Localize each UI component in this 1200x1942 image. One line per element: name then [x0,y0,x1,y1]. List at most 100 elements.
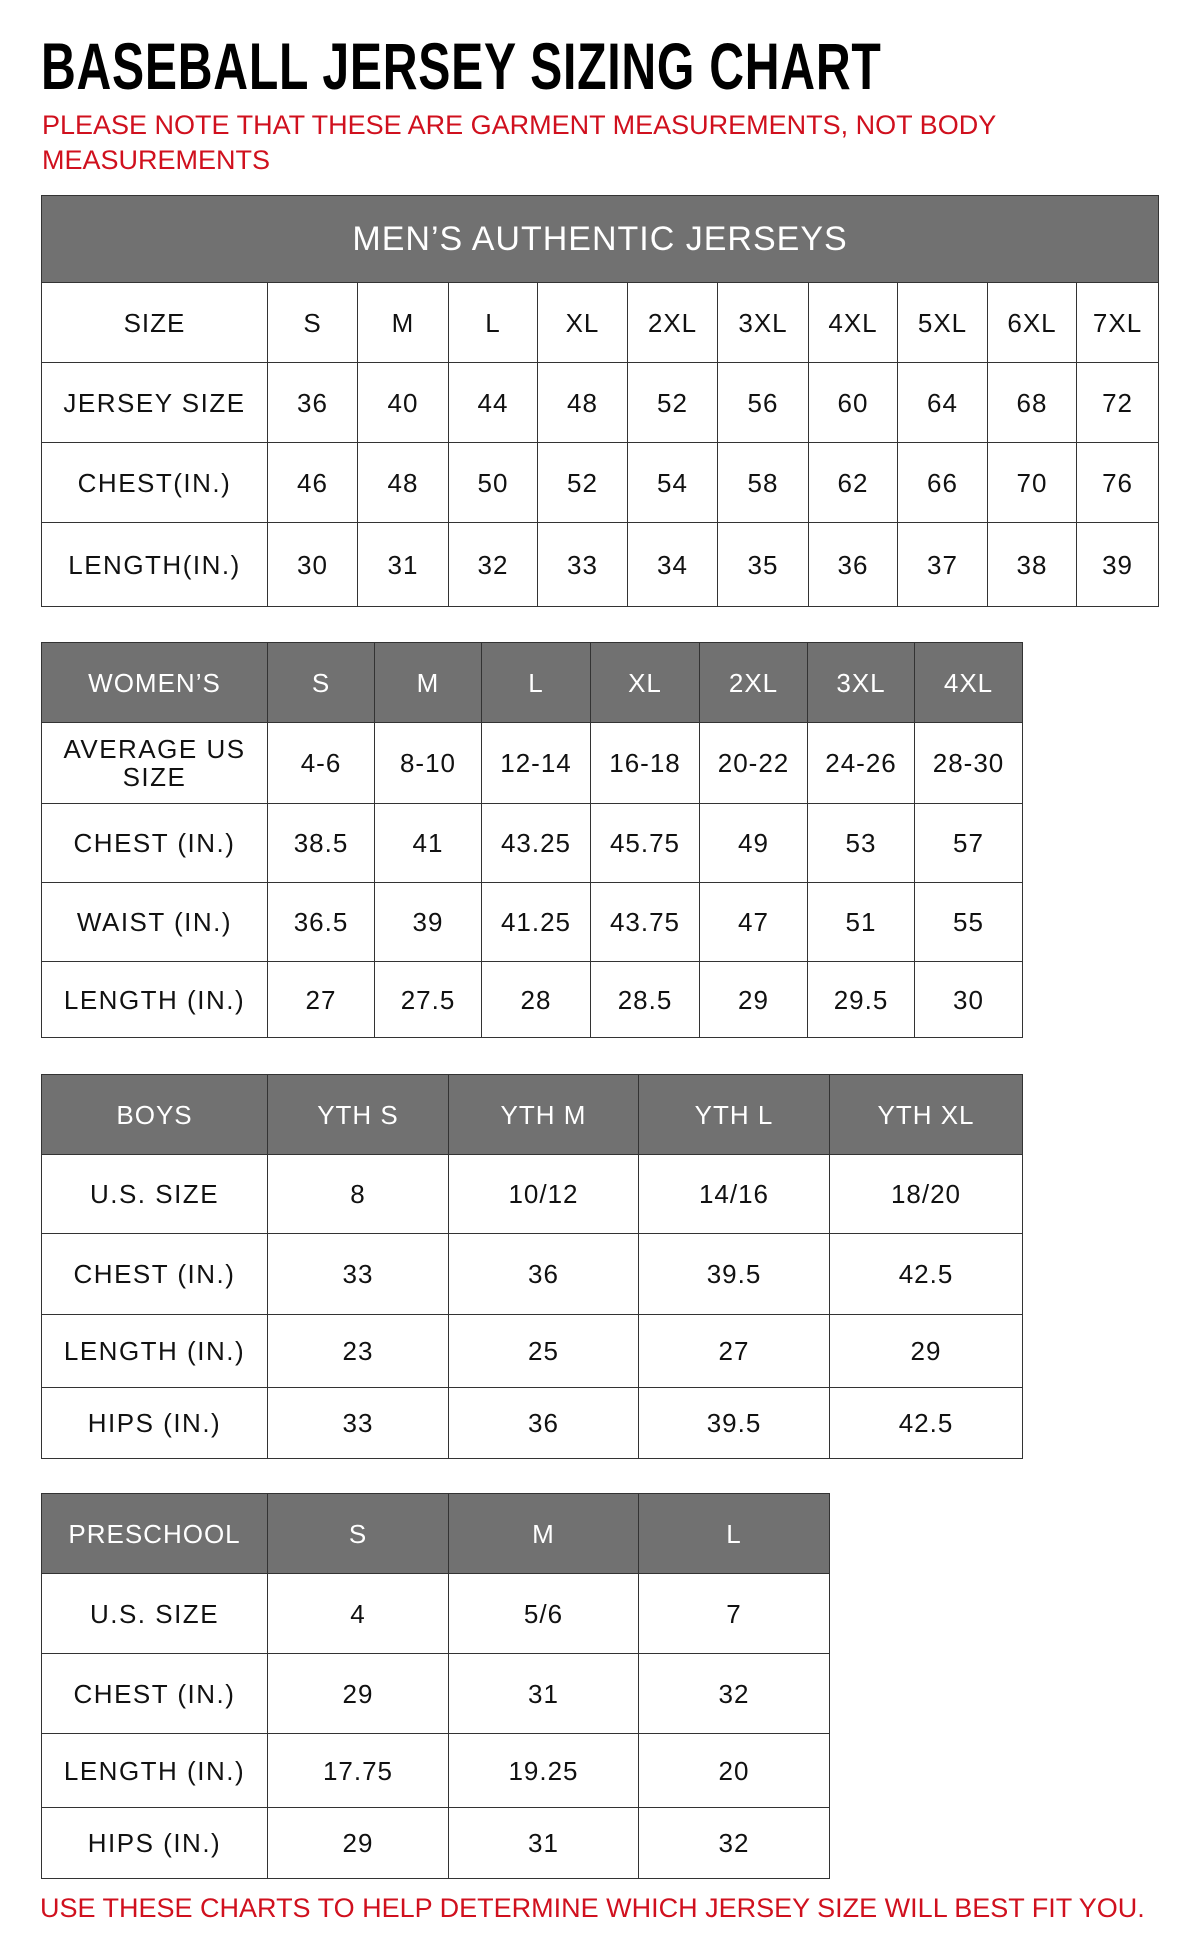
value-cell: 45.75 [590,803,700,883]
value-cell: 51 [807,882,915,962]
row-label-cell: CHEST(IN.) [41,442,268,523]
table-header-row: BOYS YTH S YTH M YTH L YTH XL [41,1074,1023,1155]
value-cell: 28.5 [590,961,700,1038]
value-cell: 29 [267,1807,449,1879]
value-cell: 25 [448,1314,639,1388]
row-label-cell: JERSEY SIZE [41,362,268,443]
row-label-cell: CHEST (IN.) [41,803,268,883]
value-cell: 54 [627,442,718,523]
value-cell: 31 [448,1653,639,1734]
value-cell: 16-18 [590,722,700,804]
row-label-cell: LENGTH (IN.) [41,1314,268,1388]
value-cell: 72 [1075,362,1160,443]
size-header-cell: 7XL [1075,282,1160,363]
table-row: U.S. SIZE 8 10/12 14/16 18/20 [41,1154,1023,1234]
value-cell: 41.25 [481,882,591,962]
size-header-cell: M [374,642,482,723]
row-label-cell: HIPS (IN.) [41,1387,268,1459]
table-row: LENGTH(IN.) 30 31 32 33 34 35 36 37 38 39 [41,522,1160,607]
table-row: JERSEY SIZE 36 40 44 48 52 56 60 64 68 72 [41,362,1160,443]
row-label-cell: WAIST (IN.) [41,882,268,962]
value-cell: 38 [987,522,1077,607]
header-label-cell: WOMEN’S [41,642,268,723]
value-cell: 76 [1075,442,1160,523]
value-cell: 29 [699,961,808,1038]
row-label-cell: U.S. SIZE [41,1154,268,1234]
size-header-cell: 5XL [897,282,988,363]
value-cell: 42.5 [829,1233,1023,1315]
value-cell: 30 [914,961,1023,1038]
value-cell: 68 [987,362,1077,443]
value-cell: 48 [357,442,449,523]
preschool-size-table: PRESCHOOL S M L U.S. SIZE 4 5/6 7 CHEST (IN.) 29 3… [41,1493,830,1879]
value-cell: 7 [638,1573,830,1654]
size-header-cell: XL [537,282,628,363]
footer-note: USE THESE CHARTS TO HELP DETERMINE WHICH… [40,1893,1145,1923]
value-cell: 14/16 [638,1154,830,1234]
value-cell: 31 [357,522,449,607]
size-header-cell: M [357,282,449,363]
table-row: CHEST (IN.) 33 36 39.5 42.5 [41,1233,1023,1315]
size-header-cell: 4XL [914,642,1023,723]
row-label-cell: HIPS (IN.) [41,1807,268,1879]
table-caption-row: MEN’S AUTHENTIC JERSEYS [40,195,1160,283]
row-label-cell: CHEST (IN.) [41,1233,268,1315]
value-cell: 52 [627,362,718,443]
value-cell: 12-14 [481,722,591,804]
size-header-cell: 2XL [699,642,808,723]
size-header-cell: YTH L [638,1074,830,1155]
page-title: BASEBALL JERSEY SIZING CHART [41,29,882,103]
value-cell: 55 [914,882,1023,962]
value-cell: 60 [808,362,898,443]
value-cell: 48 [537,362,628,443]
table-row: HIPS (IN.) 29 31 32 [41,1807,830,1879]
table-row: U.S. SIZE 4 5/6 7 [41,1573,830,1654]
value-cell: 33 [537,522,628,607]
table-header-row: SIZE S M L XL 2XL 3XL 4XL 5XL 6XL 7XL [41,282,1160,363]
value-cell: 44 [448,362,538,443]
value-cell: 23 [267,1314,449,1388]
value-cell: 8-10 [374,722,482,804]
value-cell: 58 [717,442,809,523]
size-header-cell: YTH XL [829,1074,1023,1155]
table-row: CHEST (IN.) 38.5 41 43.25 45.75 49 53 57 [41,803,1023,883]
value-cell: 43.75 [590,882,700,962]
table-row: LENGTH (IN.) 23 25 27 29 [41,1314,1023,1388]
value-cell: 4 [267,1573,449,1654]
row-label-cell: U.S. SIZE [41,1573,268,1654]
value-cell: 28 [481,961,591,1038]
value-cell: 56 [717,362,809,443]
table-row: CHEST (IN.) 29 31 32 [41,1653,830,1734]
value-cell: 33 [267,1233,449,1315]
value-cell: 66 [897,442,988,523]
value-cell: 39.5 [638,1233,830,1315]
table-row: LENGTH (IN.) 17.75 19.25 20 [41,1733,830,1808]
value-cell: 18/20 [829,1154,1023,1234]
header-label-cell: PRESCHOOL [41,1493,268,1574]
value-cell: 39 [374,882,482,962]
value-cell: 53 [807,803,915,883]
size-header-cell: XL [590,642,700,723]
value-cell: 43.25 [481,803,591,883]
row-label-cell: LENGTH(IN.) [41,522,268,607]
value-cell: 36 [448,1387,639,1459]
value-cell: 42.5 [829,1387,1023,1459]
value-cell: 29 [267,1653,449,1734]
value-cell: 32 [448,522,538,607]
value-cell: 52 [537,442,628,523]
row-label-cell: AVERAGE US SIZE [41,722,268,804]
value-cell: 27.5 [374,961,482,1038]
boys-size-table: BOYS YTH S YTH M YTH L YTH XL U.S. SIZE 8 10/12… [41,1074,1023,1459]
value-cell: 19.25 [448,1733,639,1808]
value-cell: 31 [448,1807,639,1879]
value-cell: 49 [699,803,808,883]
value-cell: 32 [638,1807,830,1879]
table-row: WAIST (IN.) 36.5 39 41.25 43.75 47 51 55 [41,882,1023,962]
table-header-row: PRESCHOOL S M L [41,1493,830,1574]
garment-note: PLEASE NOTE THAT THESE ARE GARMENT MEASU… [42,110,996,175]
value-cell: 36 [267,362,358,443]
size-header-cell: 4XL [808,282,898,363]
value-cell: 37 [897,522,988,607]
value-cell: 8 [267,1154,449,1234]
table-row: LENGTH (IN.) 27 27.5 28 28.5 29 29.5 30 [41,961,1023,1038]
